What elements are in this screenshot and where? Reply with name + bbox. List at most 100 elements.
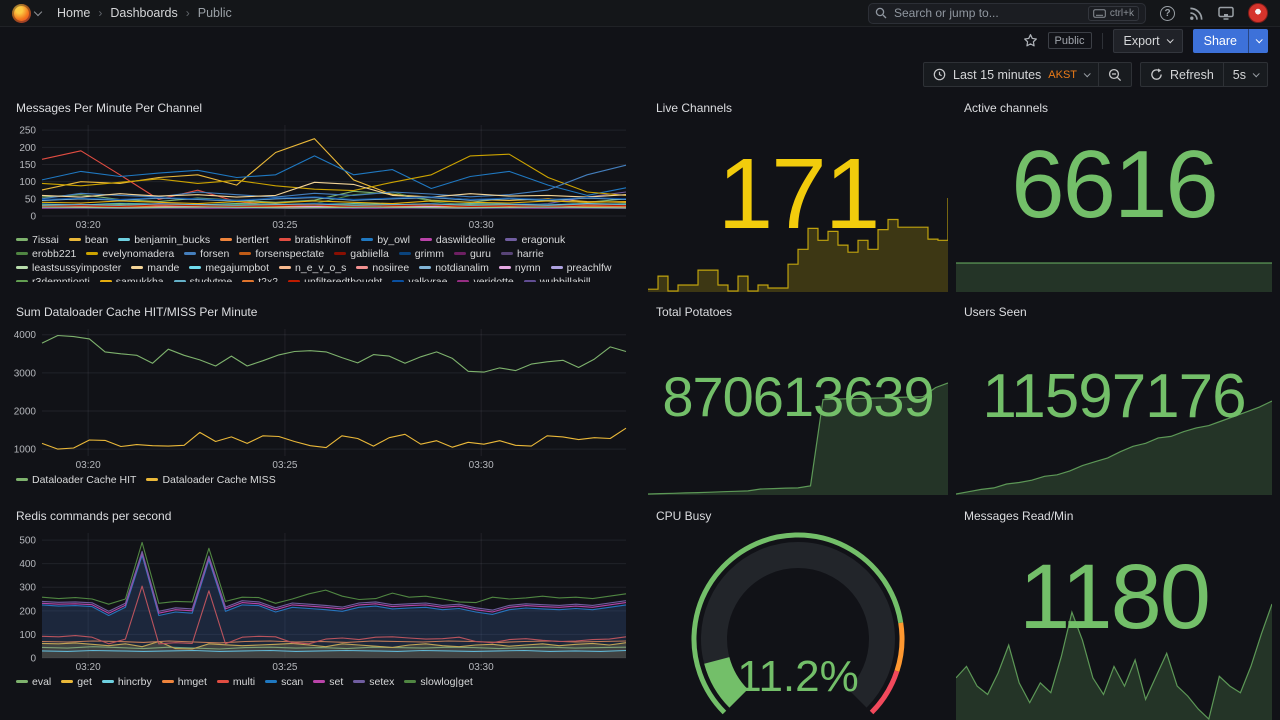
legend-item[interactable]: eval [16, 675, 51, 688]
legend-swatch [173, 279, 186, 282]
legend-label: forsen [200, 247, 230, 260]
legend-item[interactable]: r3demptiontj [16, 275, 90, 282]
screen-share-icon[interactable] [1218, 6, 1234, 20]
legend-item[interactable]: multi [216, 675, 255, 688]
legend-item[interactable]: guru [453, 247, 491, 260]
legend-item[interactable]: Dataloader Cache HIT [16, 473, 136, 486]
legend-item[interactable]: bean [68, 233, 108, 246]
legend-item[interactable]: scan [265, 675, 303, 688]
legend-item[interactable]: hincrby [101, 675, 152, 688]
legend-item[interactable]: benjamin_bucks [118, 233, 210, 246]
x-axis-label: 03:30 [469, 662, 494, 673]
legend-item[interactable]: Dataloader Cache MISS [146, 473, 276, 486]
panel-title[interactable]: Messages Per Minute Per Channel [16, 101, 203, 115]
legend-item[interactable]: notdianalim [419, 261, 489, 274]
breadcrumb-dashboards[interactable]: Dashboards [110, 6, 178, 20]
legend-label: set [329, 675, 344, 688]
legend-swatch [279, 265, 292, 270]
legend-item[interactable]: mande [131, 261, 179, 274]
legend-item[interactable]: nosiiree [356, 261, 409, 274]
share-button-group: Share [1192, 28, 1268, 53]
panel-title[interactable]: CPU Busy [656, 509, 712, 523]
panel-messages-read-min: Messages Read/Min 1180 [956, 503, 1272, 720]
panel-title[interactable]: Live Channels [656, 101, 733, 115]
legend-item[interactable]: gabiiella [334, 247, 389, 260]
star-favorite-icon[interactable] [1023, 33, 1038, 48]
legend-item[interactable]: grimm [398, 247, 444, 260]
legend-item[interactable]: erobb221 [16, 247, 76, 260]
legend-item[interactable]: n_e_v_o_s [279, 261, 346, 274]
breadcrumb-home[interactable]: Home [57, 6, 91, 20]
panel-title[interactable]: Messages Read/Min [964, 509, 1074, 523]
time-range-picker[interactable]: Last 15 minutes AKST [924, 63, 1098, 86]
legend-item[interactable]: setex [353, 675, 394, 688]
legend-item[interactable]: eragonuk [505, 233, 565, 246]
export-button[interactable]: Export [1112, 28, 1183, 53]
share-button[interactable]: Share [1192, 28, 1248, 53]
panel-total-potatoes: Total Potatoes 870613639 [648, 299, 948, 495]
legend-label: wubbillabill [539, 275, 591, 283]
legend-label: n_e_v_o_s [295, 261, 347, 274]
refresh-icon [1151, 68, 1162, 80]
legend-swatch [550, 265, 563, 270]
x-axis-label: 03:25 [272, 662, 297, 673]
legend-item[interactable]: leastsussyimposter [16, 261, 121, 274]
legend-item[interactable]: megajumpbot [189, 261, 269, 274]
logo-chevron-down-icon[interactable] [33, 7, 43, 17]
legend-item[interactable]: bertlert [220, 233, 269, 246]
panel-messages-per-minute-per-channel: Messages Per Minute Per Channel 0 50 100 15… [8, 95, 632, 292]
panel-title[interactable]: Active channels [964, 101, 1049, 115]
legend-swatch [419, 237, 432, 242]
share-menu-button[interactable] [1248, 28, 1268, 53]
panel-users-seen: Users Seen 11597176 [956, 299, 1272, 495]
timezone-label: AKST [1048, 68, 1078, 81]
legend-item[interactable]: set [313, 675, 343, 688]
legend-item[interactable]: wubbillabill [523, 275, 591, 283]
refresh-button[interactable]: Refresh [1141, 63, 1223, 86]
search-input[interactable]: Search or jump to... ctrl+k [868, 2, 1146, 24]
legend-label: forsenspectate [255, 247, 325, 260]
legend-item[interactable]: samukkha [99, 275, 164, 282]
zoom-out-button[interactable] [1098, 63, 1131, 86]
time-series-chart[interactable]: 0 50 100 150 200 250 03:20 03:25 03:30 [8, 119, 632, 231]
stat-value: 6616 [1011, 130, 1219, 238]
legend-item[interactable]: hmget [161, 675, 207, 688]
legend-item[interactable]: bratishkinoff [278, 233, 351, 246]
panel-title[interactable]: Sum Dataloader Cache HIT/MISS Per Minute [16, 305, 258, 319]
panel-title[interactable]: Users Seen [964, 305, 1027, 319]
legend-item[interactable]: by_owl [361, 233, 410, 246]
legend-item[interactable]: veridotte [457, 275, 514, 282]
cpu-gauge: 11.2% [691, 532, 905, 715]
legend-item[interactable]: nymn [498, 261, 541, 274]
refresh-interval-picker[interactable]: 5s [1222, 63, 1267, 86]
legend-item[interactable]: harrie [500, 247, 544, 260]
panel-title[interactable]: Redis commands per second [16, 509, 172, 523]
x-axis-label: 03:20 [76, 220, 101, 231]
help-icon[interactable]: ? [1160, 5, 1175, 21]
legend-item[interactable]: daswildeollie [419, 233, 495, 246]
grafana-logo[interactable] [12, 3, 31, 23]
breadcrumb-separator-icon: › [185, 6, 190, 20]
legend-item[interactable]: preachlfw [550, 261, 612, 274]
legend-item[interactable]: unfilteredthought [288, 275, 382, 282]
time-series-chart[interactable]: 0 100 200 300 400 500 03:20 03:25 03:30 [8, 527, 632, 673]
legend-item[interactable]: get [61, 675, 92, 688]
legend-swatch [86, 251, 99, 256]
user-avatar[interactable] [1248, 3, 1268, 23]
legend-item[interactable]: 7issai [16, 233, 59, 246]
legend-item[interactable]: studytme [173, 275, 232, 282]
panel-title[interactable]: Total Potatoes [656, 305, 733, 319]
legend-item[interactable]: forsenspectate [239, 247, 324, 260]
time-controls: Last 15 minutes AKST Refresh 5s [923, 62, 1268, 87]
keyboard-shortcut-badge: ctrl+k [1087, 5, 1139, 21]
legend-item[interactable]: t2x2 [242, 275, 278, 282]
news-rss-icon[interactable] [1189, 6, 1204, 21]
legend-swatch [16, 679, 28, 684]
gauge-value: 11.2% [737, 652, 859, 701]
x-axis-label: 03:25 [272, 460, 297, 471]
legend-item[interactable]: slowlog|get [404, 675, 473, 688]
legend-item[interactable]: valkyrae [392, 275, 447, 282]
legend-item[interactable]: evelynomadera [86, 247, 174, 260]
legend-item[interactable]: forsen [184, 247, 229, 260]
time-series-chart[interactable]: 1000 2000 3000 4000 03:20 03:25 03:30 [8, 323, 632, 471]
